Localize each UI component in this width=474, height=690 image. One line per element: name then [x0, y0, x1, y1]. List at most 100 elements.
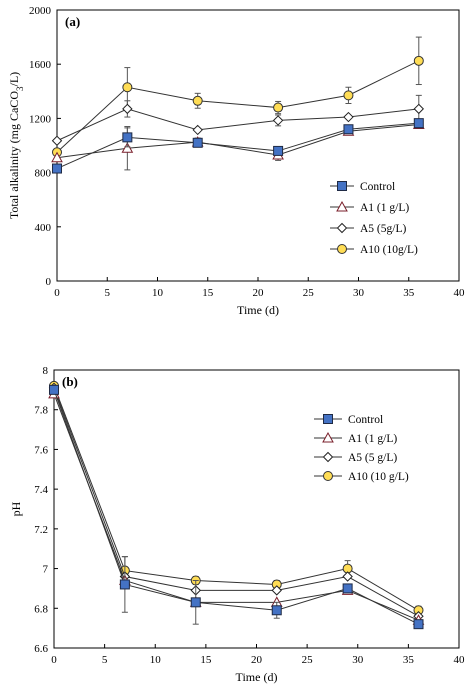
data-point: [52, 163, 62, 174]
y-axis-label: pH: [9, 501, 23, 516]
series-diamond: [51, 94, 425, 146]
x-tick-label: 5: [105, 287, 111, 299]
data-point: [343, 111, 354, 123]
data-point: [119, 579, 130, 590]
chart-panel-b: 0 5 10 15 20 25 30 35 40 6.6 6.8 7 7.2 7.4 7.6 7.8 8 Time…: [9, 365, 465, 684]
series-line: [56, 123, 419, 159]
legend-marker: [337, 181, 347, 191]
data-point: [51, 151, 63, 163]
legend-marker: [322, 431, 334, 443]
x-tick-label: 0: [51, 654, 57, 666]
x-tick-label: 15: [200, 654, 212, 666]
data-point: [413, 619, 424, 630]
data-point: [49, 384, 59, 395]
legend: Control A1 (1 g/L) A5 (5g/L) A10 (10g/L): [330, 181, 418, 256]
legend-label: A1 (1 g/L): [348, 433, 397, 445]
legend-marker: [323, 471, 333, 481]
legend-marker: [322, 451, 334, 463]
x-tick-label: 35: [403, 287, 415, 299]
x-tick-label: 40: [454, 287, 466, 299]
series-line: [53, 393, 419, 621]
data-point: [190, 597, 201, 608]
series-square: [49, 384, 424, 630]
data-point: [413, 103, 425, 115]
data-point: [121, 142, 134, 153]
series-circle: [52, 36, 424, 158]
series-line: [53, 389, 419, 625]
series-line: [56, 108, 419, 142]
y-tick-label: 6.6: [34, 643, 48, 655]
x-tick-label: 20: [253, 287, 265, 299]
x-tick-label: 30: [353, 287, 365, 299]
y-tick-label: 0: [46, 276, 52, 288]
x-tick-label: 10: [150, 654, 162, 666]
y-tick-label: 7.8: [34, 405, 48, 417]
y-tick-label: 7.6: [34, 444, 48, 456]
data-point: [343, 90, 354, 101]
series-line: [53, 387, 419, 617]
data-point: [192, 95, 203, 106]
data-point: [273, 102, 284, 113]
y-tick-label: 2000: [29, 5, 52, 17]
legend-label: Control: [360, 181, 395, 193]
data-point: [273, 145, 284, 156]
data-point: [122, 82, 133, 93]
data-point: [342, 571, 353, 582]
x-tick-label: 20: [251, 654, 263, 666]
data-point: [122, 103, 133, 115]
data-point: [271, 605, 282, 616]
x-axis-label: Time (d): [236, 670, 278, 684]
series-line: [56, 60, 420, 153]
data-point: [271, 585, 282, 596]
series-square: [52, 118, 424, 174]
data-point: [343, 124, 354, 135]
legend-label: A5 (5g/L): [360, 223, 406, 235]
series-line: [56, 122, 419, 169]
y-tick-label: 8: [43, 365, 49, 377]
legend-marker: [336, 200, 348, 212]
data-point: [413, 55, 424, 66]
x-tick-label: 40: [454, 654, 466, 666]
x-tick-label: 10: [152, 287, 164, 299]
legend-marker: [323, 414, 333, 424]
legend-label: A5 (5 g/L): [348, 452, 397, 464]
data-point: [51, 135, 63, 146]
data-point: [342, 583, 353, 594]
x-axis-label: Time (d): [237, 303, 279, 317]
x-tick-label: 15: [202, 287, 214, 299]
x-tick-label: 25: [302, 654, 314, 666]
chart-panel-a: 0 5 10 15 20 25 30 35 400400800120016002000Time …: [7, 5, 465, 317]
y-tick-label: 7.4: [34, 484, 48, 496]
panel-label: (b): [62, 374, 78, 389]
legend: Control A1 (1 g/L) A5 (5 g/L) A10 (10 g/L): [314, 414, 409, 483]
y-tick-label: 1600: [29, 59, 52, 71]
data-point: [122, 132, 133, 143]
x-tick-label: 35: [403, 654, 415, 666]
y-tick-label: 800: [35, 168, 52, 180]
legend-label: Control: [348, 414, 383, 426]
y-tick-label: 7.2: [34, 524, 48, 536]
x-tick-label: 30: [352, 654, 364, 666]
y-tick-label: 400: [35, 222, 52, 234]
plot-frame: [53, 369, 460, 649]
y-tick-label: 6.8: [34, 603, 48, 615]
panel-label: (a): [65, 14, 80, 29]
data-point: [192, 124, 203, 136]
legend-marker: [336, 222, 348, 234]
plot-frame: [56, 9, 460, 282]
legend-label: A1 (1 g/L): [360, 202, 409, 214]
data-point: [272, 115, 284, 126]
data-point: [192, 137, 203, 148]
x-tick-label: 0: [54, 287, 60, 299]
y-axis-label: Total alkalinity (mg CaCO3/L): [7, 72, 25, 219]
x-tick-label: 5: [102, 654, 108, 666]
data-point: [413, 118, 424, 129]
legend-marker: [337, 244, 347, 254]
y-tick-label: 7: [43, 564, 49, 576]
y-tick-label: 1200: [29, 113, 52, 125]
legend-label: A10 (10 g/L): [348, 471, 409, 483]
legend-label: A10 (10g/L): [360, 244, 418, 256]
series-line: [53, 385, 419, 611]
x-tick-label: 25: [303, 287, 315, 299]
